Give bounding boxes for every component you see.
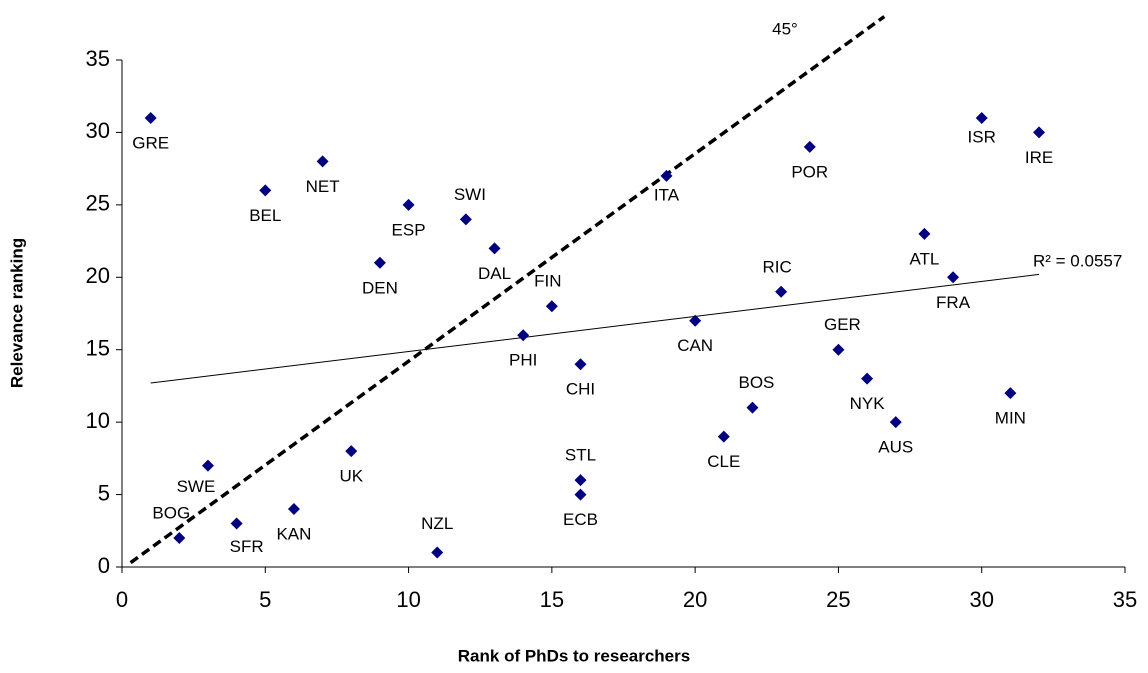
point-label: FRA: [936, 293, 971, 312]
point-label: IRE: [1025, 148, 1053, 167]
point-label: POR: [791, 162, 828, 181]
y-tick-label: 25: [86, 191, 110, 216]
point: [861, 372, 874, 385]
point-label: DAL: [478, 264, 511, 283]
point-label: CAN: [677, 336, 713, 355]
point: [488, 242, 501, 255]
y-tick-label: 10: [86, 408, 110, 433]
point-label: NET: [306, 177, 340, 196]
x-tick-label: 35: [1113, 587, 1137, 612]
point: [517, 329, 530, 342]
point-label: DEN: [362, 278, 398, 297]
point: [545, 300, 558, 313]
point-label: SWE: [177, 477, 216, 496]
y-tick-label: 15: [86, 336, 110, 361]
point-label: RIC: [762, 257, 791, 276]
point-label: PHI: [509, 351, 537, 370]
point: [660, 169, 673, 182]
y-tick-label: 20: [86, 263, 110, 288]
point: [574, 488, 587, 501]
point-label: FIN: [534, 272, 561, 291]
point-label: ATL: [909, 249, 939, 268]
x-tick-label: 15: [540, 587, 564, 612]
point: [689, 314, 702, 327]
point-label: STL: [565, 446, 596, 465]
x-tick-label: 10: [396, 587, 420, 612]
point: [947, 271, 960, 284]
point: [459, 213, 472, 226]
point: [201, 459, 214, 472]
point: [259, 184, 272, 197]
point: [775, 285, 788, 298]
point-label: GRE: [132, 133, 169, 152]
point: [574, 358, 587, 371]
reference-line: [129, 15, 886, 565]
point: [1004, 387, 1017, 400]
point: [373, 256, 386, 269]
x-tick-label: 5: [259, 587, 271, 612]
point-label: SWI: [454, 185, 486, 204]
x-tick-label: 25: [826, 587, 850, 612]
point-label: AUS: [878, 438, 913, 457]
point: [287, 503, 300, 516]
point-label: SFR: [230, 537, 264, 556]
point-label: ITA: [654, 185, 680, 204]
point: [717, 430, 730, 443]
point: [345, 445, 358, 458]
point: [918, 227, 931, 240]
point-label: MIN: [995, 409, 1026, 428]
point: [1033, 126, 1046, 139]
x-tick-label: 30: [969, 587, 993, 612]
point-label: ECB: [563, 510, 598, 529]
point-label: BOG: [152, 504, 190, 523]
point-label: NZL: [421, 514, 453, 533]
x-axis-label: Rank of PhDs to researchers: [458, 646, 690, 665]
point: [144, 111, 157, 124]
point: [316, 155, 329, 168]
point-label: CHI: [566, 380, 595, 399]
point-label: ESP: [392, 220, 426, 239]
point-label: NYK: [850, 394, 886, 413]
x-tick-label: 20: [683, 587, 707, 612]
trend-line: [150, 273, 1040, 384]
y-tick-label: 35: [86, 46, 110, 71]
point: [746, 401, 759, 414]
y-axis-label: Relevance ranking: [7, 238, 26, 388]
point-label: GER: [824, 315, 861, 334]
point-label: BOS: [739, 373, 775, 392]
point: [803, 140, 816, 153]
point-label: BEL: [249, 206, 281, 225]
point: [431, 546, 444, 559]
point: [574, 474, 587, 487]
point: [889, 416, 902, 429]
point: [402, 198, 415, 211]
point: [832, 343, 845, 356]
reference-annotation: 45°: [772, 19, 798, 38]
point: [173, 532, 186, 545]
point-label: KAN: [276, 525, 311, 544]
y-tick-label: 0: [98, 553, 110, 578]
point-label: CLE: [707, 452, 740, 471]
y-tick-label: 5: [98, 480, 110, 505]
x-tick-label: 0: [116, 587, 128, 612]
point-label: ISR: [968, 127, 996, 146]
point: [230, 517, 243, 530]
trend-annotation: R² = 0.0557: [1033, 251, 1122, 270]
point-label: UK: [339, 467, 363, 486]
point: [975, 111, 988, 124]
y-tick-label: 30: [86, 118, 110, 143]
